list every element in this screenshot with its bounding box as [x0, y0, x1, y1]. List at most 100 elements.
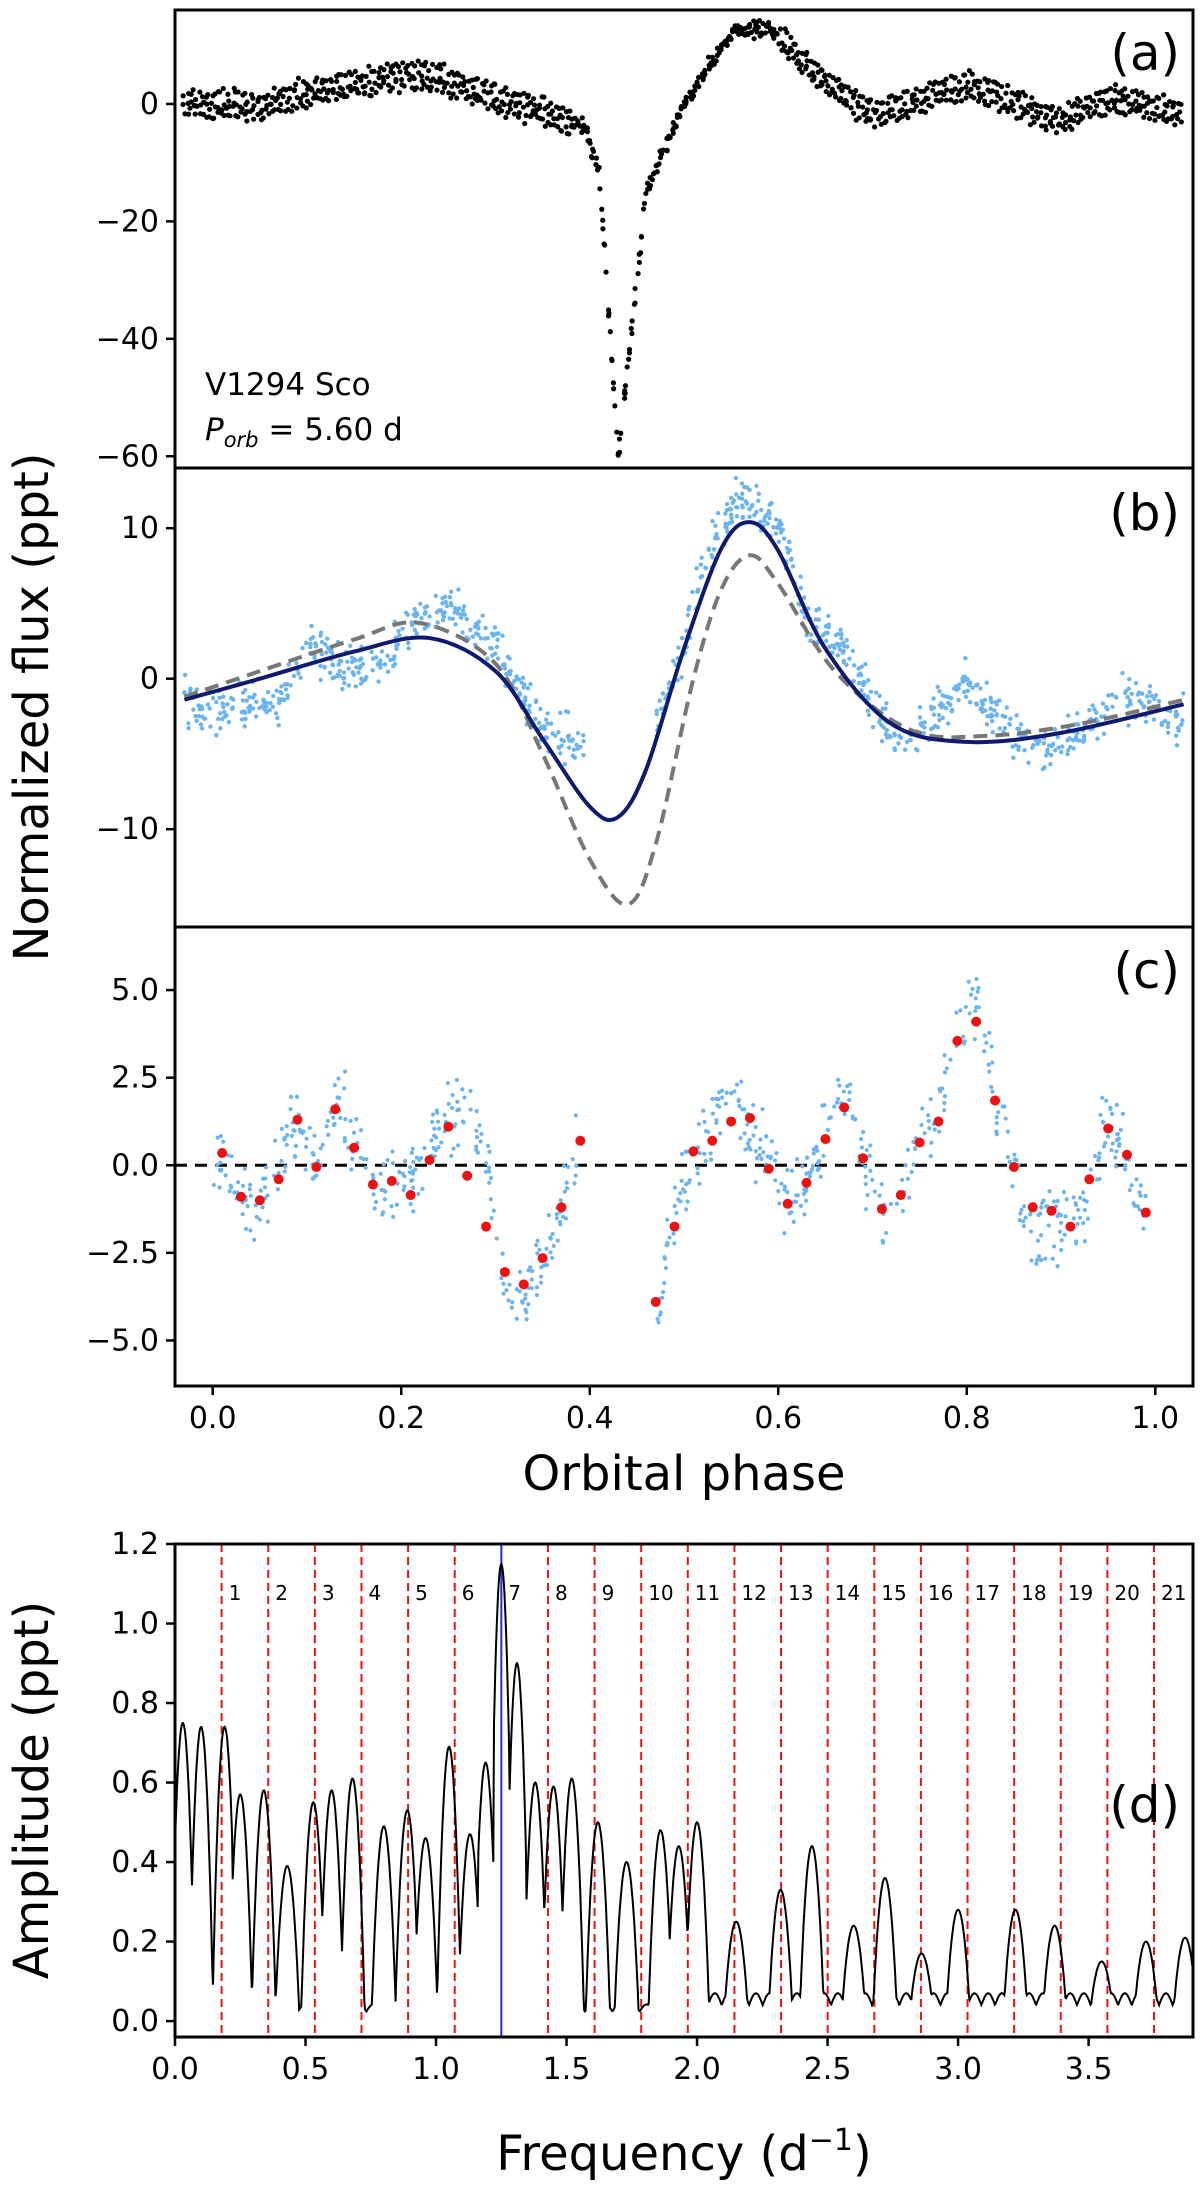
residual-point [863, 1164, 868, 1169]
residual-flux-point [709, 552, 714, 558]
flux-point [955, 92, 961, 98]
residual-point [973, 1008, 978, 1013]
flux-point [600, 226, 606, 232]
flux-point [609, 356, 615, 362]
flux-point [612, 403, 618, 409]
flux-point [1066, 99, 1072, 106]
panel-a-y-ticks: 0−20−40−60 [96, 87, 175, 474]
flux-point [815, 62, 821, 68]
flux-point [853, 88, 859, 94]
residual-point [483, 1169, 489, 1174]
flux-point [460, 74, 466, 80]
residual-point [485, 1143, 491, 1148]
residual-point [551, 1243, 556, 1248]
residual-point [832, 1104, 837, 1109]
residual-point [894, 1201, 900, 1206]
flux-point [1080, 104, 1086, 110]
residual-flux-point [218, 726, 223, 731]
flux-point [311, 95, 317, 101]
flux-point [545, 103, 551, 110]
flux-point [381, 66, 387, 73]
residual-point [1114, 1102, 1119, 1108]
residual-point [682, 1189, 687, 1194]
residual-point [570, 1157, 575, 1162]
residual-point [514, 1316, 519, 1321]
flux-point [941, 91, 947, 97]
residual-point [870, 1177, 875, 1182]
flux-point [1161, 92, 1167, 98]
residual-flux-point [896, 741, 901, 746]
residual-flux-point [186, 721, 191, 726]
flux-point [864, 107, 870, 113]
residual-point [335, 1095, 340, 1100]
flux-point [784, 30, 790, 36]
residual-flux-point [329, 650, 335, 656]
residual-point [911, 1139, 916, 1145]
flux-point [297, 96, 304, 102]
residual-point [929, 1140, 934, 1145]
flux-point [798, 62, 804, 68]
residual-point [884, 1230, 889, 1236]
residual-flux-point [322, 664, 327, 670]
flux-point [614, 429, 620, 435]
residual-flux-point [1147, 683, 1153, 689]
residual-point [662, 1280, 667, 1286]
flux-point [265, 92, 271, 98]
residual-point [1082, 1207, 1087, 1213]
residual-flux-point [915, 748, 920, 753]
flux-point [911, 92, 917, 98]
flux-point [977, 79, 983, 85]
residual-point [1061, 1189, 1067, 1195]
residual-point [1002, 1104, 1007, 1109]
residual-point [262, 1185, 268, 1190]
residual-point [247, 1187, 252, 1192]
residual-point [252, 1237, 257, 1242]
residual-flux-point [191, 707, 196, 712]
flux-point [776, 41, 782, 47]
residual-point [739, 1079, 744, 1084]
residual-flux-point [1125, 703, 1130, 709]
flux-point [1085, 109, 1091, 116]
flux-point [511, 111, 517, 117]
residual-point [312, 1133, 317, 1138]
flux-point [413, 85, 420, 91]
residual-point [468, 1088, 473, 1094]
residual-flux-point [731, 498, 737, 503]
residual-point [303, 1144, 309, 1149]
residual-flux-point [734, 514, 740, 519]
residual-point [257, 1217, 262, 1222]
residual-point [920, 1106, 925, 1111]
residual-flux-point [1081, 737, 1087, 742]
residual-point [529, 1277, 534, 1282]
flux-point [242, 111, 248, 117]
residual-flux-point [283, 687, 289, 692]
residual-flux-point [1037, 738, 1042, 743]
residual-flux-point [866, 678, 871, 683]
residual-flux-point [931, 705, 937, 710]
residual-point [413, 1167, 418, 1172]
residual-flux-point [319, 639, 325, 645]
flux-point [641, 200, 648, 207]
residual-flux-point [888, 734, 893, 740]
residual-point [1078, 1195, 1083, 1200]
residual-flux-point [448, 589, 454, 594]
flux-point [474, 75, 481, 82]
flux-point [328, 78, 335, 85]
flux-point [522, 120, 528, 127]
flux-point [278, 101, 284, 107]
flux-point [959, 86, 965, 92]
residual-point [534, 1292, 540, 1298]
frequency-xtick-label: 1.5 [543, 2052, 591, 2087]
residual-point [922, 1131, 927, 1136]
flux-point [758, 32, 765, 38]
residual-flux-point [452, 605, 458, 611]
residual-point [349, 1167, 354, 1172]
panel-c-ytick-label: −5.0 [86, 1323, 159, 1358]
flux-point [635, 270, 641, 277]
flux-point [424, 84, 430, 90]
flux-point [259, 107, 265, 113]
flux-point [636, 259, 642, 266]
panel-b-y-ticks: 100−10 [96, 511, 175, 847]
panel-c-ytick-label: −2.5 [86, 1236, 159, 1271]
binned-residual-point [1084, 1174, 1095, 1185]
